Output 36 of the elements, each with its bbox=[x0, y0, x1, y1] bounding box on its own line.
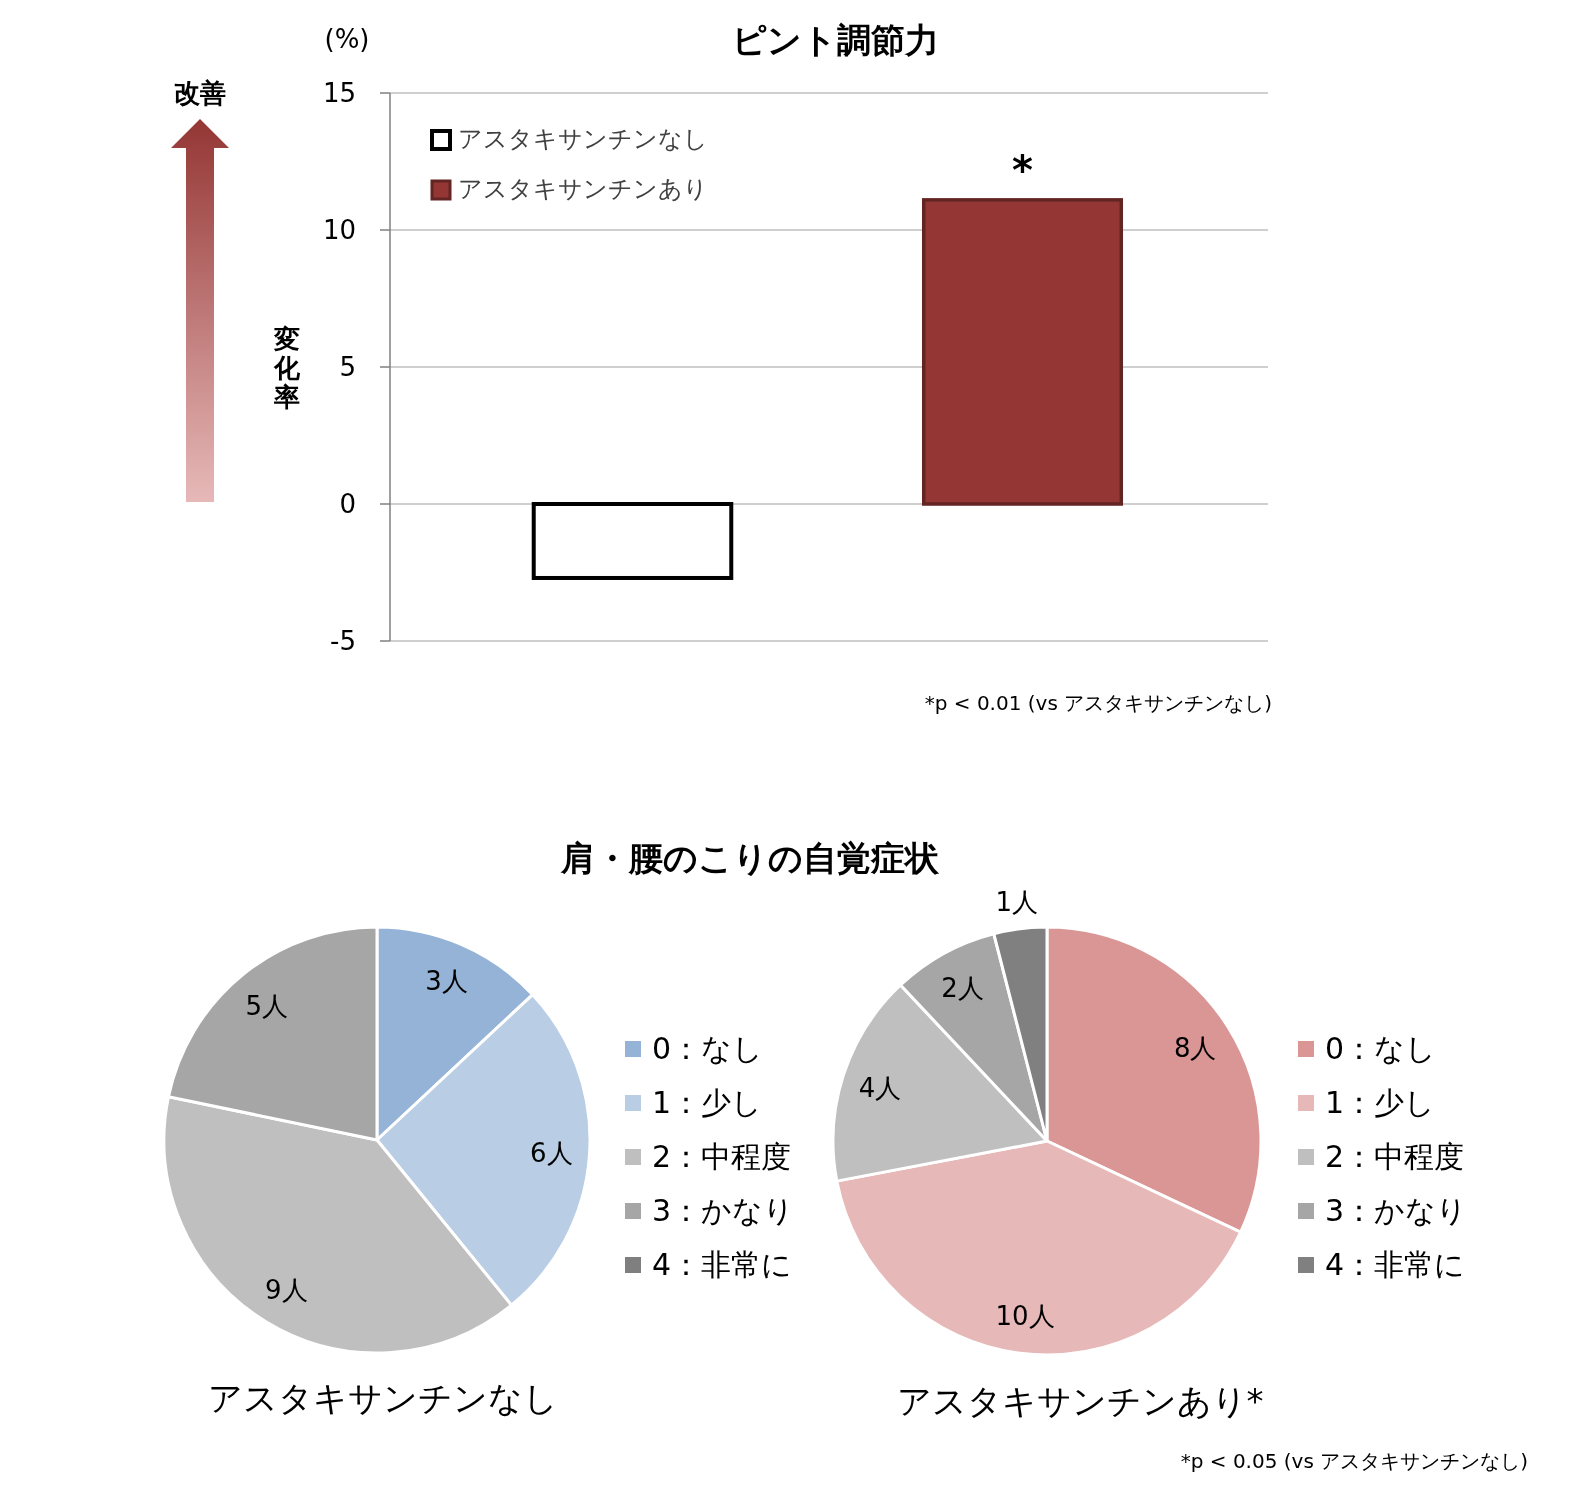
legend-label: 2：中程度 bbox=[1325, 1139, 1465, 1174]
legend-label: アスタキサンチンあり bbox=[458, 175, 708, 203]
text: 改善 bbox=[174, 78, 226, 108]
y-tick-label: -5 bbox=[330, 626, 356, 656]
text: アスタキサンチンあり* bbox=[896, 1381, 1264, 1421]
y-tick-label: 0 bbox=[339, 489, 356, 519]
legend-label: アスタキサンチンなし bbox=[458, 125, 708, 153]
data-label: 3人 bbox=[425, 965, 468, 996]
legend-label: 1：少し bbox=[1325, 1085, 1436, 1120]
text: *p < 0.01 (vs アスタキサンチンなし) bbox=[924, 691, 1272, 715]
legend-label: 3：かなり bbox=[652, 1193, 795, 1228]
chart-title: ピント調節力 bbox=[731, 20, 939, 60]
legend-label: 2：中程度 bbox=[652, 1139, 792, 1174]
data-label: 8人 bbox=[1173, 1032, 1217, 1063]
text: *p < 0.05 (vs アスタキサンチンなし) bbox=[1180, 1449, 1528, 1473]
y-axis-title: 変化率 bbox=[273, 324, 301, 412]
legend-label: 4：非常に bbox=[652, 1247, 793, 1282]
legend-label: 0：なし bbox=[652, 1031, 764, 1066]
text: (%) bbox=[324, 24, 370, 54]
data-label: 6人 bbox=[529, 1137, 573, 1168]
data-label: 1人 bbox=[995, 887, 1038, 918]
y-tick-label: 10 bbox=[322, 215, 356, 245]
annotation: * bbox=[1012, 146, 1034, 193]
legend-label: 3：かなり bbox=[1325, 1193, 1468, 1228]
legend-label: 4：非常に bbox=[1325, 1247, 1466, 1282]
text: アスタキサンチンなし bbox=[208, 1378, 558, 1418]
data-label: 5人 bbox=[245, 990, 289, 1021]
legend-label: 0：なし bbox=[1325, 1031, 1437, 1066]
data-label: 4人 bbox=[858, 1072, 902, 1103]
chart-title: 肩・腰のこりの自覚症状 bbox=[560, 838, 940, 878]
data-label: 10人 bbox=[995, 1301, 1055, 1332]
data-label: 2人 bbox=[941, 973, 984, 1004]
y-tick-label: 15 bbox=[322, 78, 356, 108]
data-label: 9人 bbox=[264, 1275, 308, 1306]
y-tick-label: 5 bbox=[339, 352, 356, 382]
legend-label: 1：少し bbox=[652, 1085, 763, 1120]
